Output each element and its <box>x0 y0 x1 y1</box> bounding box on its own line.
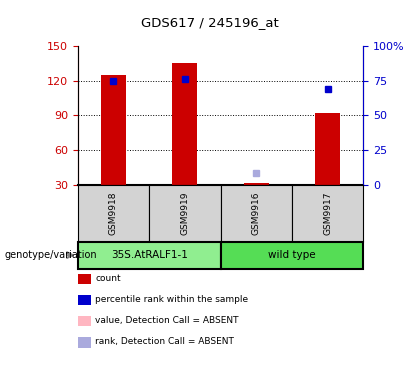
Text: genotype/variation: genotype/variation <box>4 250 97 260</box>
Text: GDS617 / 245196_at: GDS617 / 245196_at <box>141 16 279 30</box>
Text: value, Detection Call = ABSENT: value, Detection Call = ABSENT <box>95 316 239 325</box>
Bar <box>220 242 363 269</box>
Text: GSM9919: GSM9919 <box>180 191 189 235</box>
Bar <box>172 63 197 185</box>
Text: GSM9917: GSM9917 <box>323 191 332 235</box>
Text: percentile rank within the sample: percentile rank within the sample <box>95 295 249 304</box>
Bar <box>292 185 363 242</box>
Text: wild type: wild type <box>268 250 316 260</box>
Text: GSM9918: GSM9918 <box>109 191 118 235</box>
Bar <box>101 75 126 185</box>
Text: 35S.AtRALF1-1: 35S.AtRALF1-1 <box>110 250 188 260</box>
Text: count: count <box>95 274 121 283</box>
Bar <box>78 185 149 242</box>
Bar <box>244 183 269 185</box>
Bar <box>149 185 220 242</box>
Bar <box>78 242 220 269</box>
Bar <box>315 113 340 185</box>
Bar <box>220 185 292 242</box>
Text: rank, Detection Call = ABSENT: rank, Detection Call = ABSENT <box>95 337 234 346</box>
Text: GSM9916: GSM9916 <box>252 191 261 235</box>
